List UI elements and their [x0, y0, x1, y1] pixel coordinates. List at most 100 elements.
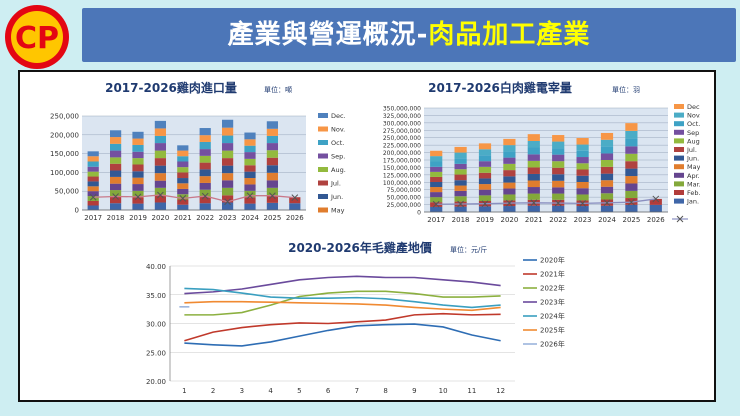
chart1-bar-segment — [154, 187, 166, 196]
chart2-bar-segment — [430, 156, 443, 162]
chart2-bar-segment — [454, 158, 467, 164]
chart3-y-tick: 25.00 — [146, 349, 166, 357]
chart1-bar-segment — [110, 163, 122, 171]
chart1-line-marker — [89, 193, 97, 201]
chart3-legend-label: 2020年 — [540, 256, 565, 265]
chart2-bar-segment — [625, 168, 638, 177]
chart3-x-tick: 7 — [355, 387, 359, 395]
chart1-legend-swatch — [318, 207, 328, 213]
chart2-bar-segment — [503, 157, 516, 164]
chart3-y-tick: 30.00 — [146, 321, 166, 329]
chart2-bar-segment — [600, 205, 614, 212]
chart1-bar-segment — [132, 184, 144, 191]
chart2-bar-segment — [503, 182, 516, 189]
chart1-line-marker — [201, 192, 209, 200]
chart2-x-tick: 2020 — [500, 216, 518, 224]
chart2-bar-segment — [552, 174, 565, 181]
chart2-line-marker — [530, 199, 538, 207]
chart2-y-tick: 225,000,000 — [383, 143, 421, 150]
chart1-bar-segment — [132, 158, 144, 165]
chart1-legend-label: Nov. — [331, 126, 345, 134]
chart2-legend-label: Nov. — [687, 112, 700, 120]
chart2-bar-segment — [600, 146, 614, 154]
chart1-bar-segment — [87, 161, 99, 167]
chart2-line-marker — [628, 198, 635, 206]
chart2-x-tick: 2021 — [525, 216, 543, 224]
chart3-y-tick: 20.00 — [146, 378, 166, 386]
chart2-bar-segment — [454, 196, 467, 202]
chart2-bar-segment — [430, 171, 443, 177]
chart1-bar-segment — [177, 145, 189, 151]
chart1-line-marker — [157, 191, 164, 199]
chart2-bar-segment — [478, 143, 492, 150]
chart1-bar-segment — [177, 194, 189, 200]
chart2-y-tick: 200,000,000 — [383, 150, 421, 157]
chart1-bar-segment — [289, 203, 301, 210]
chart1-bar-segment — [87, 191, 99, 197]
chart1-bar-segment — [132, 171, 144, 178]
chart1-legend-label: Aug. — [331, 166, 346, 174]
chart2-x-tick: 2023 — [574, 216, 592, 224]
chart2-bar-segment — [430, 161, 443, 167]
chart2-line-marker — [481, 200, 489, 208]
chart2-bar-segment — [552, 154, 565, 162]
chart1-bar-segment — [289, 197, 301, 204]
chart1-bar-segment — [154, 135, 166, 144]
chart1-bar-segment — [110, 203, 122, 210]
chart1-y-tick: 100,000 — [50, 169, 79, 177]
chart1-bar-segment — [154, 202, 166, 210]
chart1-bar-segment — [177, 150, 189, 157]
chart3-x-tick: 4 — [268, 387, 273, 395]
chart1-bar-segment — [222, 135, 234, 144]
chart3-x-tick: 6 — [326, 387, 331, 395]
chart2-bar-segment — [600, 193, 614, 200]
chart3-legend-label: 2023年 — [540, 298, 565, 307]
chart1-bar-segment — [87, 205, 99, 210]
chart2-bar-segment — [552, 161, 565, 168]
chart1-total-line — [93, 194, 295, 203]
chart2-bar-segment — [552, 148, 565, 155]
chart1-bar-segment — [222, 119, 234, 128]
chart2-y-tick: 175,000,000 — [383, 158, 421, 165]
chart1-bar-segment — [266, 180, 278, 188]
chart1-bar-segment — [266, 135, 278, 144]
chart1-bar-segment — [110, 170, 122, 177]
chart2-legend-label: Jun. — [686, 155, 699, 163]
chart2-bar-segment — [625, 161, 638, 169]
chart3-series-line — [184, 312, 501, 342]
chart1-bar-segment — [266, 165, 278, 173]
chart2-legend-label: Mar. — [687, 180, 700, 188]
chart2-bar-segment — [576, 188, 589, 195]
chart1-bar-segment — [177, 183, 189, 189]
chart1-bar-segment — [87, 186, 99, 192]
chart2-y-tick: 275,000,000 — [383, 128, 421, 135]
chart1-bar-segment — [222, 202, 234, 210]
chart2-y-tick: 75,000,000 — [387, 187, 422, 194]
chart2-y-tick: 150,000,000 — [383, 165, 421, 172]
chart2-bar-segment — [503, 145, 516, 152]
chart2-y-tick: 325,000,000 — [383, 113, 421, 120]
chart1-bar-segment — [222, 127, 234, 136]
chart1-bar-segment — [132, 131, 144, 139]
chart1-line-marker — [134, 193, 142, 201]
chart2-bar-segment — [552, 180, 565, 188]
chart2-bar-segment — [478, 184, 492, 190]
chart1-bar-segment — [177, 156, 189, 162]
chart3-legend-label: 2024年 — [540, 312, 565, 321]
chart2-legend-label: Feb. — [687, 189, 700, 197]
chart1-bar-segment — [110, 150, 122, 158]
chart2-y-tick: 300,000,000 — [383, 120, 421, 127]
chart2-bar-segment — [503, 163, 516, 171]
chart1-bar-segment — [132, 151, 144, 159]
chart2-bar-segment — [600, 153, 614, 160]
chart2-bar-segment — [430, 181, 443, 188]
chart2-bar-segment — [478, 172, 492, 179]
chart2-bar-segment — [552, 141, 565, 149]
chart1-bar-segment — [222, 173, 234, 181]
chart2-line-marker — [579, 200, 586, 207]
chart1-legend-swatch — [318, 126, 328, 132]
chart2-y-tick: 125,000,000 — [383, 172, 421, 179]
chart1-bar-segment — [199, 182, 211, 190]
chart2-legend-swatch — [674, 104, 684, 109]
chart2-legend-label: Jan. — [686, 198, 699, 206]
